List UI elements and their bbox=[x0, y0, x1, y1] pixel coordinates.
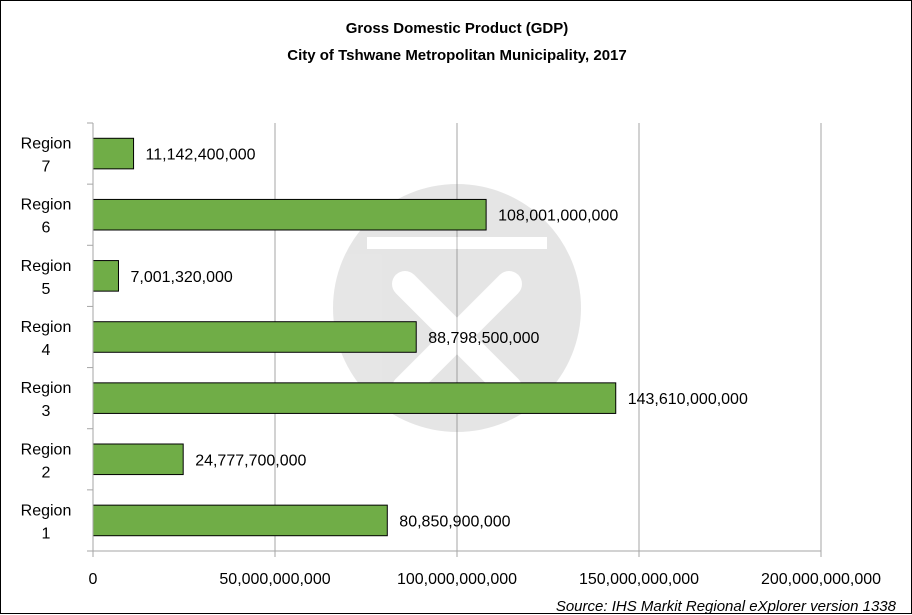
bar-2 bbox=[92, 443, 184, 476]
category-label-5: Region 5 bbox=[21, 258, 72, 298]
bar-4 bbox=[92, 321, 417, 353]
labels: 0 50,000,000,000 100,000,000,000 150,000,00… bbox=[21, 136, 882, 588]
watermark-icon bbox=[333, 184, 581, 432]
data-label-1: 80,850,900,000 bbox=[399, 513, 510, 530]
chart-subtitle: City of Tshwane Metropolitan Municipalit… bbox=[287, 47, 627, 64]
data-label-6: 108,001,000,000 bbox=[498, 208, 618, 225]
x-tick-label-4: 200,000,000,000 bbox=[761, 571, 881, 588]
bar-6 bbox=[92, 198, 487, 231]
category-label-7: Region 7 bbox=[21, 136, 72, 176]
x-tick-label-0: 0 bbox=[89, 571, 98, 588]
category-label-1: Region 1 bbox=[21, 502, 72, 542]
bar-7 bbox=[92, 137, 135, 170]
category-label-3: Region 3 bbox=[21, 380, 72, 420]
category-label-6: Region 6 bbox=[21, 197, 72, 237]
data-label-3: 143,610,000,000 bbox=[628, 391, 748, 408]
chart-title: Gross Domestic Product (GDP) bbox=[346, 20, 569, 37]
data-label-2: 24,777,700,000 bbox=[195, 452, 306, 469]
category-label-4: Region 4 bbox=[21, 319, 72, 359]
bar-5 bbox=[92, 260, 119, 292]
x-tick-label-3: 150,000,000,000 bbox=[579, 571, 699, 588]
data-label-5: 7,001,320,000 bbox=[130, 269, 232, 286]
axes bbox=[87, 122, 822, 557]
category-label-2: Region 2 bbox=[21, 441, 72, 481]
source-note: Source: IHS Markit Regional eXplorer ver… bbox=[556, 598, 897, 615]
x-tick-label-2: 100,000,000,000 bbox=[397, 571, 517, 588]
bar-1 bbox=[92, 504, 388, 537]
x-tick-label-1: 50,000,000,000 bbox=[219, 571, 330, 588]
data-label-4: 88,798,500,000 bbox=[428, 330, 539, 347]
data-label-7: 11,142,400,000 bbox=[146, 147, 256, 164]
bar-3 bbox=[92, 382, 617, 414]
